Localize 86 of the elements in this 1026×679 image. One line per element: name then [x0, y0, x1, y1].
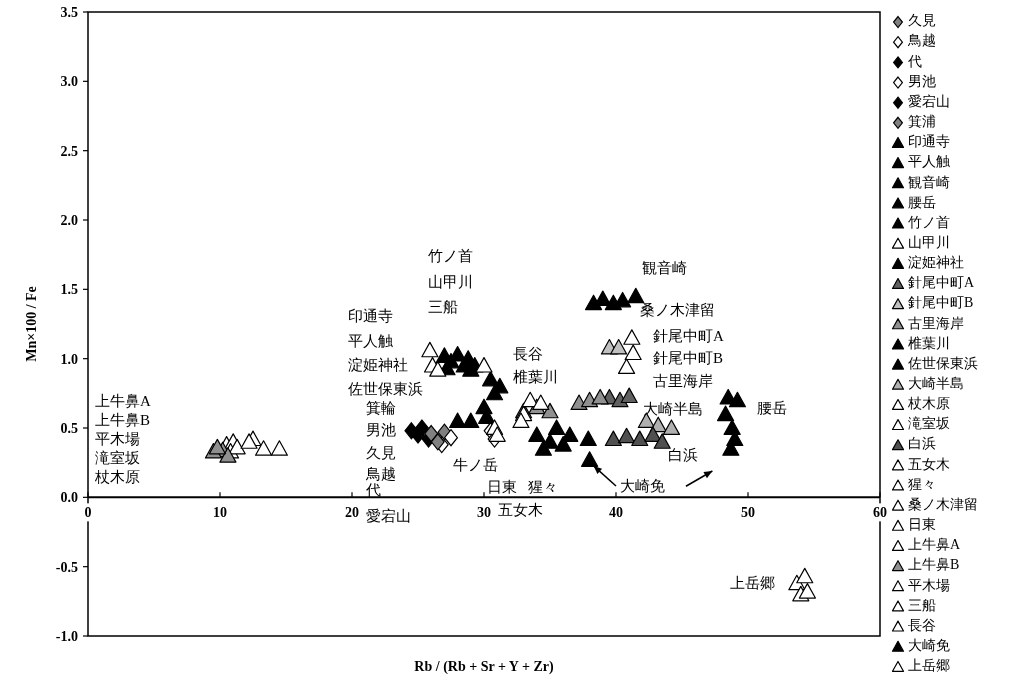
legend-label: 桑ノ木津留 [908, 496, 978, 512]
annotation: 滝室坂 [95, 450, 140, 467]
x-tick-label: 20 [345, 505, 359, 521]
legend-label: 長谷 [908, 617, 936, 633]
annotation: 佐世保東浜 [348, 381, 423, 398]
annotation: 大崎半島 [643, 401, 703, 418]
legend-label: 竹ノ首 [908, 214, 950, 230]
annotation: 箕輪 [366, 400, 396, 417]
annotation: 平木場 [95, 431, 140, 448]
annotation: 針尾中町B [653, 350, 724, 367]
x-tick-label: 50 [741, 505, 755, 521]
x-tick-label: 30 [477, 505, 491, 521]
annotation: 杖木原 [94, 469, 140, 486]
annotation: 男池 [366, 422, 396, 439]
legend-label: 上牛鼻B [908, 557, 960, 573]
legend-label: 白浜 [908, 436, 936, 452]
annotation: 上牛鼻B [95, 412, 151, 429]
legend-label: 箕浦 [908, 114, 936, 130]
legend-label: 上岳郷 [908, 658, 950, 674]
annotation: 針尾中町A [653, 328, 724, 345]
legend-label: 上牛鼻A [908, 537, 961, 553]
y-tick-label: 3.5 [60, 5, 78, 20]
annotation: 古里海岸 [653, 373, 713, 390]
legend-label: 古里海岸 [908, 315, 964, 331]
annotation: 椎葉川 [513, 369, 558, 386]
annotation: 桑ノ木津留 [640, 302, 715, 319]
y-tick-label: 0.0 [60, 490, 78, 506]
annotation: 三船 [428, 299, 458, 316]
x-tick-label: 0 [84, 505, 92, 521]
legend-label: 淀姫神社 [908, 255, 964, 271]
y-tick-label: 2.0 [60, 213, 78, 228]
annotation: 鳥越 [365, 466, 396, 483]
y-tick-label: 3.0 [60, 74, 78, 90]
legend-label: 平木場 [908, 577, 950, 593]
annotation: 上牛鼻A [95, 393, 151, 410]
annotation: 代 [365, 482, 381, 499]
legend-label: 観音崎 [908, 174, 950, 190]
legend-label: 杖木原 [907, 396, 950, 412]
x-tick-label: 60 [873, 505, 887, 521]
annotation: 久見 [366, 445, 396, 462]
annotation: 上岳郷 [730, 575, 775, 592]
legend-label: 愛宕山 [908, 93, 950, 109]
annotation: 竹ノ首 [428, 248, 473, 265]
legend-label: 三船 [908, 597, 936, 613]
annotation: 愛宕山 [366, 508, 411, 525]
y-tick-label: 0.5 [60, 421, 78, 436]
legend-label: 五女木 [908, 456, 950, 472]
legend-label: 佐世保東浜 [908, 355, 978, 371]
annotation: 平人触 [348, 333, 393, 350]
legend-label: 印通寺 [908, 134, 950, 150]
annotation: 日東 [487, 479, 517, 496]
legend-label: 針尾中町B [908, 295, 974, 311]
legend-label: 代 [907, 53, 922, 69]
x-axis-title: Rb / (Rb + Sr + Y + Zr) [414, 659, 554, 675]
annotation: 観音崎 [642, 260, 687, 277]
y-tick-label: 1.0 [60, 351, 78, 367]
legend-label: 山甲川 [908, 234, 950, 250]
y-tick-label: 2.5 [60, 143, 78, 159]
y-tick-label: 1.5 [60, 282, 78, 298]
legend-label: 鳥越 [907, 33, 936, 49]
legend-label: 久見 [908, 13, 936, 29]
legend-label: 平人触 [908, 154, 950, 170]
legend-label: 大崎半島 [908, 376, 964, 392]
annotation: 大崎免 [620, 478, 665, 495]
legend-label: 日東 [908, 517, 936, 533]
legend-label: 猩々 [908, 476, 936, 492]
x-tick-label: 40 [609, 505, 623, 521]
y-tick-label: -0.5 [55, 559, 78, 575]
annotation: 長谷 [513, 346, 543, 363]
x-tick-label: 10 [213, 505, 227, 521]
y-tick-label: -1.0 [55, 629, 78, 644]
annotation: 山甲川 [428, 274, 473, 291]
annotation: 猩々 [528, 479, 558, 496]
legend-label: 男池 [908, 73, 936, 89]
annotation: 印通寺 [348, 308, 393, 325]
annotation: 牛ノ岳 [453, 457, 498, 474]
annotation: 白浜 [668, 447, 698, 464]
legend-label: 大崎免 [908, 637, 950, 653]
annotation: 腰岳 [757, 400, 787, 417]
y-axis-title: Mn×100 / Fe [24, 286, 39, 362]
annotation: 淀姫神社 [348, 357, 408, 374]
legend-label: 椎葉川 [908, 335, 950, 351]
legend-label: 腰岳 [908, 194, 936, 210]
legend-label: 滝室坂 [908, 416, 950, 432]
annotation: 五女木 [498, 502, 543, 519]
legend-label: 針尾中町A [908, 275, 975, 291]
